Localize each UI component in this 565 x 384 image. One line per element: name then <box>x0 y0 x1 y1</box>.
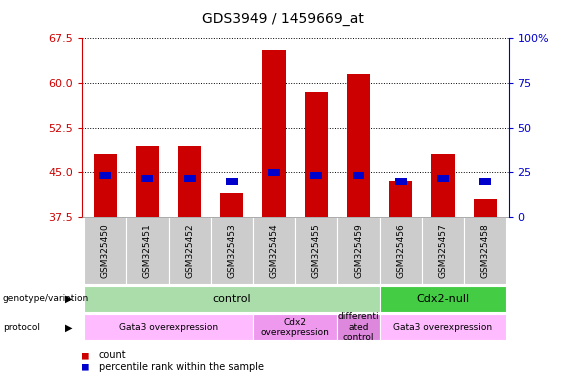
Bar <box>337 217 380 284</box>
Bar <box>220 193 244 217</box>
Text: GSM325451: GSM325451 <box>143 223 152 278</box>
Text: ▶: ▶ <box>65 322 72 333</box>
Bar <box>380 217 422 284</box>
Bar <box>395 178 407 185</box>
Text: GSM325450: GSM325450 <box>101 223 110 278</box>
Text: GDS3949 / 1459669_at: GDS3949 / 1459669_at <box>202 12 363 26</box>
Bar <box>136 146 159 217</box>
Bar <box>178 146 201 217</box>
Bar <box>184 175 195 182</box>
Text: GSM325456: GSM325456 <box>396 223 405 278</box>
Bar <box>168 217 211 284</box>
Text: Cdx2
overexpression: Cdx2 overexpression <box>261 318 329 337</box>
Bar <box>295 217 337 284</box>
Bar <box>432 154 455 217</box>
Bar <box>353 172 364 179</box>
Text: genotype/variation: genotype/variation <box>3 294 89 303</box>
Text: GSM325455: GSM325455 <box>312 223 321 278</box>
Bar <box>337 314 380 340</box>
Bar <box>94 154 117 217</box>
Bar <box>422 217 464 284</box>
Bar <box>226 178 238 185</box>
Text: Gata3 overexpression: Gata3 overexpression <box>119 323 218 332</box>
Bar <box>305 92 328 217</box>
Text: ▶: ▶ <box>65 293 72 304</box>
Bar <box>99 172 111 179</box>
Bar <box>84 286 380 311</box>
Bar <box>253 217 295 284</box>
Text: differenti
ated
control: differenti ated control <box>338 313 379 342</box>
Text: Gata3 overexpression: Gata3 overexpression <box>393 323 493 332</box>
Text: protocol: protocol <box>3 323 40 332</box>
Bar <box>253 314 337 340</box>
Bar <box>464 217 506 284</box>
Bar <box>84 314 253 340</box>
Text: ■: ■ <box>82 362 89 372</box>
Bar <box>310 172 322 179</box>
Text: percentile rank within the sample: percentile rank within the sample <box>99 362 264 372</box>
Bar <box>380 314 506 340</box>
Bar <box>263 50 286 217</box>
Text: ■: ■ <box>82 350 89 360</box>
Text: control: control <box>212 293 251 304</box>
Text: GSM325459: GSM325459 <box>354 223 363 278</box>
Bar <box>211 217 253 284</box>
Bar <box>380 286 506 311</box>
Text: GSM325458: GSM325458 <box>481 223 490 278</box>
Text: GSM325452: GSM325452 <box>185 223 194 278</box>
Bar <box>437 175 449 182</box>
Bar <box>84 217 126 284</box>
Text: GSM325457: GSM325457 <box>438 223 447 278</box>
Bar <box>347 74 370 217</box>
Text: count: count <box>99 350 127 360</box>
Text: Cdx2-null: Cdx2-null <box>416 293 470 304</box>
Bar <box>126 217 168 284</box>
Text: GSM325453: GSM325453 <box>227 223 236 278</box>
Bar <box>479 178 491 185</box>
Bar <box>141 175 153 182</box>
Bar <box>268 169 280 176</box>
Bar <box>473 199 497 217</box>
Text: GSM325454: GSM325454 <box>270 223 279 278</box>
Bar <box>389 181 412 217</box>
